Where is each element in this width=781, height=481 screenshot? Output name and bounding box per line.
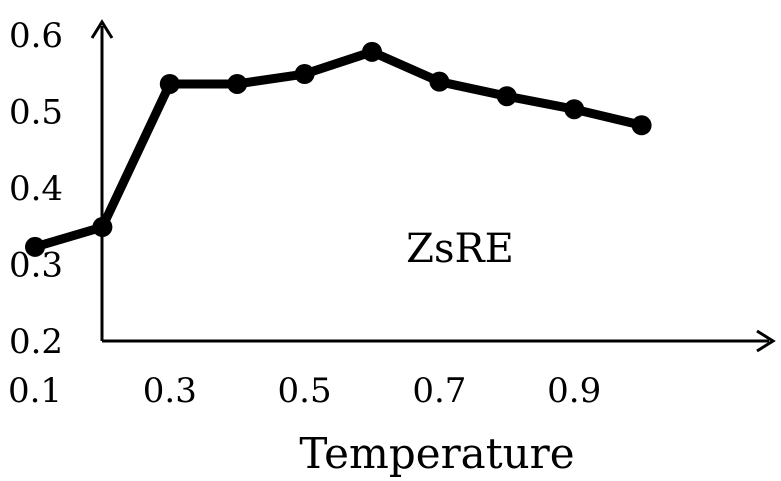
x-tick-label: 0.5 <box>278 371 332 411</box>
data-point <box>25 236 45 257</box>
axes <box>90 19 776 353</box>
chart-annotation: ZsRE <box>406 226 514 272</box>
data-point <box>429 71 450 92</box>
x-tick-labels: 0.1 0.3 0.5 0.7 0.9 <box>8 371 601 411</box>
data-point <box>564 99 585 120</box>
y-axis-arrowhead <box>90 19 114 39</box>
x-axis-title: Temperature <box>299 429 574 478</box>
data-point <box>294 64 315 85</box>
y-tick-label: 0.5 <box>9 93 63 133</box>
x-tick-label: 0.9 <box>547 371 601 411</box>
y-tick-labels: 0.20.30.40.50.6 <box>9 16 63 362</box>
x-tick-label: 0.7 <box>412 371 466 411</box>
data-point <box>159 73 180 94</box>
data-point <box>227 73 248 94</box>
data-point <box>496 86 517 107</box>
x-tick-label: 0.1 <box>8 371 62 411</box>
y-tick-label: 0.6 <box>9 16 63 56</box>
series-group <box>25 41 652 257</box>
y-tick-label: 0.2 <box>9 322 63 362</box>
series-line <box>30 47 647 252</box>
data-point <box>631 115 652 136</box>
x-tick-label: 0.3 <box>143 371 197 411</box>
y-tick-label: 0.4 <box>9 169 63 209</box>
data-point <box>92 217 113 238</box>
x-axis-arrowhead <box>756 329 776 353</box>
data-point <box>362 41 382 62</box>
